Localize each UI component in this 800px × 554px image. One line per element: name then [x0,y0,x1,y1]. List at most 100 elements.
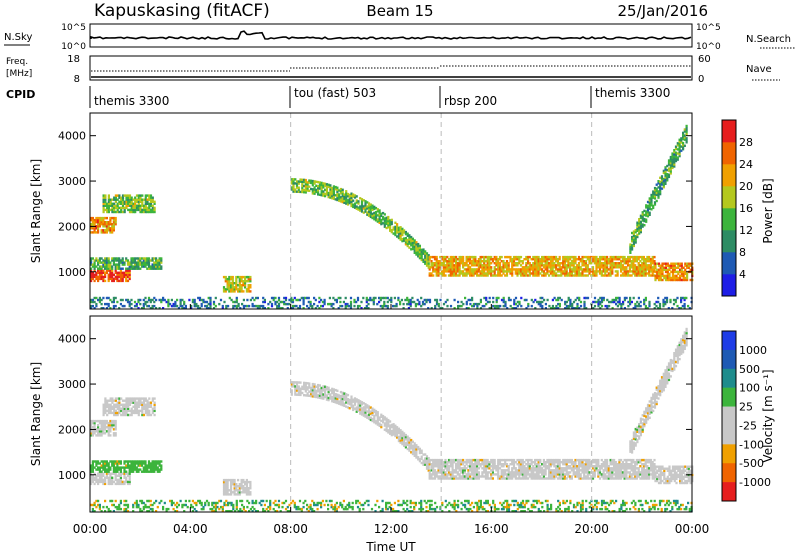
velocity-cell [413,444,416,447]
power-cell [683,296,686,300]
power-cell [507,262,510,265]
power-cell [302,307,305,310]
power-cell [604,274,607,277]
velocity-cell [109,428,112,431]
velocity-cell [97,426,100,429]
power-cell [562,260,565,263]
power-cell [390,218,393,222]
velocity-cell [357,405,360,408]
power-cell [184,304,187,308]
power-cell [120,210,123,214]
power-cell [283,302,286,306]
power-cell [437,264,440,267]
power-cell [111,202,114,205]
power-cell [181,307,184,310]
power-cell [539,258,542,261]
power-cell [313,180,316,183]
power-cell [611,260,614,263]
velocity-cell [104,470,107,473]
power-cell [569,264,572,267]
power-cell [396,235,399,238]
power-cell [521,262,524,265]
power-cell [413,241,416,244]
power-cell [641,213,644,216]
velocity-cell [151,462,154,465]
power-cell [437,302,440,306]
velocity-cell [411,446,414,450]
power-cell [570,270,573,273]
velocity-cell [389,432,392,435]
power-cell [362,207,365,210]
power-cell [579,300,583,304]
velocity-cell [121,409,125,413]
power-cell [114,259,117,262]
power-cell [632,244,635,248]
velocity-cell [413,446,416,449]
power-cell [414,304,417,308]
power-cell [228,284,231,287]
power-cell [397,234,400,238]
velocity-cell [491,465,494,468]
velocity-cell [95,428,98,431]
velocity-cell [410,440,413,444]
velocity-cell [245,489,248,492]
power-cell [440,258,444,261]
power-cell [353,304,356,308]
velocity-cell [360,403,364,406]
power-cell [460,270,463,273]
power-cell [648,304,651,308]
velocity-cell [521,467,524,470]
velocity-cell [144,460,147,463]
power-cell [682,274,685,278]
velocity-cell [380,419,383,423]
power-cell [675,276,678,280]
velocity-cell [109,421,112,425]
power-cell [613,298,616,302]
velocity-cell [425,461,429,464]
power-cell [645,214,648,217]
power-cell [301,182,304,185]
power-cell [673,270,676,274]
velocity-cell [121,399,125,402]
velocity-cell [123,470,126,473]
power-cell [516,270,519,273]
velocity-cell [325,386,328,389]
power-cell [245,290,248,293]
power-cell [474,268,477,271]
power-cell [622,302,625,306]
velocity-cell [318,390,321,393]
power-cell [205,307,209,310]
power-cell [648,270,651,273]
power-cell [532,264,535,267]
power-cell [544,272,547,275]
velocity-cell [470,463,473,466]
power-cell [664,300,667,304]
velocity-cell [442,473,445,476]
power-cell [646,208,650,212]
power-cell [664,302,667,306]
power-cell [162,296,165,300]
power-cell [648,302,651,306]
power-cell [121,263,124,266]
velocity-cell [401,436,404,440]
power-cell [460,304,463,308]
power-cell [399,238,402,241]
velocity-cell [130,464,133,467]
velocity-cell [502,471,505,474]
power-cell [153,208,156,212]
power-cell [146,206,149,210]
velocity-cell [486,458,489,462]
velocity-cell [95,480,98,484]
velocity-cell [394,424,397,427]
velocity-cell [325,396,328,399]
power-cell [537,302,540,306]
velocity-cell [435,463,438,466]
power-cell [646,260,649,263]
power-cell [378,213,381,216]
power-cell [535,270,538,273]
power-cell [488,262,491,265]
power-cell [109,265,112,268]
power-cell [447,270,451,273]
velocity-cell [224,483,227,486]
power-cell [657,192,660,195]
